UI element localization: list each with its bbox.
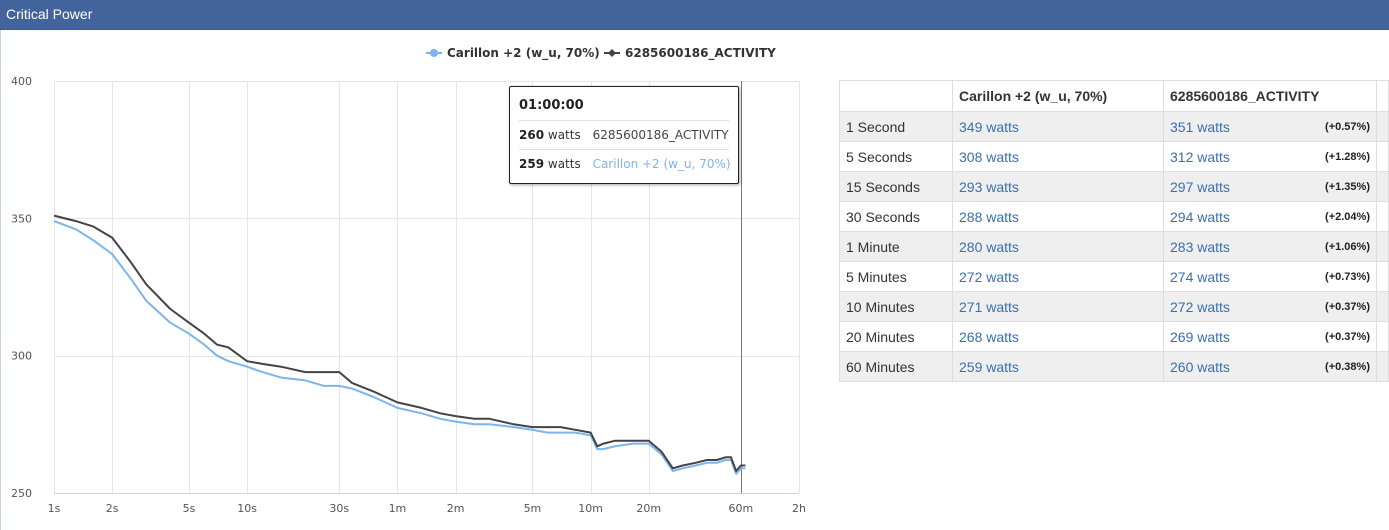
percent-diff: (+1.06%) bbox=[1325, 241, 1370, 253]
duration-label: 15 Seconds bbox=[839, 171, 953, 202]
x-tick-label: 5m bbox=[524, 502, 542, 515]
carillon-watts-link[interactable]: 280 watts bbox=[959, 238, 1019, 255]
table-header-activity: 6285600186_ACTIVITY bbox=[1163, 80, 1377, 112]
x-tick-label: 60m bbox=[729, 502, 754, 515]
y-tick-label: 250 bbox=[11, 487, 32, 500]
x-tick-label: 2h bbox=[792, 502, 806, 515]
percent-diff: (+0.73%) bbox=[1325, 271, 1370, 283]
carillon-watts-link[interactable]: 308 watts bbox=[959, 148, 1019, 165]
table-row: 60 Minutes 259 watts 260 watts (+0.38%) bbox=[839, 351, 1389, 382]
x-tick-label: 2m bbox=[447, 502, 465, 515]
percent-diff: (+0.38%) bbox=[1325, 361, 1370, 373]
duration-label: 5 Minutes bbox=[839, 261, 953, 292]
activity-watts-link[interactable]: 274 watts bbox=[1170, 268, 1230, 285]
y-tick-label: 350 bbox=[11, 212, 32, 225]
carillon-watts-link[interactable]: 293 watts bbox=[959, 178, 1019, 195]
critical-power-table: Carillon +2 (w_u, 70%) 6285600186_ACTIVI… bbox=[839, 80, 1389, 382]
percent-diff: (+0.37%) bbox=[1325, 301, 1370, 313]
tooltip-value: 260 bbox=[519, 128, 545, 142]
panel-title: Critical Power bbox=[6, 6, 93, 22]
duration-label: 10 Minutes bbox=[839, 291, 953, 322]
activity-watts-link[interactable]: 297 watts bbox=[1170, 178, 1230, 195]
table-row: 10 Minutes 271 watts 272 watts (+0.37%) bbox=[839, 291, 1389, 322]
carillon-watts-link[interactable]: 272 watts bbox=[959, 268, 1019, 285]
x-tick-label: 1m bbox=[389, 502, 407, 515]
x-tick-label: 20m bbox=[636, 502, 661, 515]
activity-watts-link[interactable]: 312 watts bbox=[1170, 148, 1230, 165]
percent-diff: (+1.35%) bbox=[1325, 181, 1370, 193]
legend-marker-diamond bbox=[608, 49, 616, 57]
duration-label: 1 Minute bbox=[839, 231, 953, 262]
table-row: 5 Seconds 308 watts 312 watts (+1.28%) bbox=[839, 141, 1389, 172]
tooltip-series-name: 6285600186_ACTIVITY bbox=[592, 128, 729, 142]
activity-watts-link[interactable]: 294 watts bbox=[1170, 208, 1230, 225]
table-row: 20 Minutes 268 watts 269 watts (+0.37%) bbox=[839, 321, 1389, 352]
panel-left-border bbox=[0, 30, 1, 530]
activity-watts-link[interactable]: 283 watts bbox=[1170, 238, 1230, 255]
table-row: 30 Seconds 288 watts 294 watts (+2.04%) bbox=[839, 201, 1389, 232]
x-tick-label: 10m bbox=[578, 502, 603, 515]
percent-diff: (+0.57%) bbox=[1325, 121, 1370, 133]
tooltip-unit: watts bbox=[547, 157, 581, 171]
percent-diff: (+2.04%) bbox=[1325, 211, 1370, 223]
x-tick-label: 2s bbox=[106, 502, 119, 515]
panel-header: Critical Power bbox=[0, 0, 1389, 30]
tooltip-row-activity: 260 watts 6285600186_ACTIVITY bbox=[519, 121, 729, 150]
table-header-extra bbox=[1376, 80, 1389, 112]
duration-label: 30 Seconds bbox=[839, 201, 953, 232]
tooltip-value: 259 bbox=[519, 157, 545, 171]
carillon-watts-link[interactable]: 259 watts bbox=[959, 358, 1019, 375]
x-tick-label: 10s bbox=[237, 502, 257, 515]
duration-label: 60 Minutes bbox=[839, 351, 953, 382]
y-tick-label: 400 bbox=[11, 75, 32, 88]
duration-label: 20 Minutes bbox=[839, 321, 953, 352]
table-header-carillon: Carillon +2 (w_u, 70%) bbox=[952, 80, 1164, 112]
table-row: 15 Seconds 293 watts 297 watts (+1.35%) bbox=[839, 171, 1389, 202]
tooltip-unit: watts bbox=[547, 128, 581, 142]
legend-item-label: 6285600186_ACTIVITY bbox=[625, 46, 776, 61]
x-tick-label: 5s bbox=[183, 502, 196, 515]
tooltip-row-carillon: 259 watts Carillon +2 (w_u, 70%) bbox=[519, 150, 731, 178]
legend-marker-circle bbox=[430, 49, 438, 57]
carillon-watts-link[interactable]: 288 watts bbox=[959, 208, 1019, 225]
series-line bbox=[53, 214, 746, 472]
carillon-watts-link[interactable]: 271 watts bbox=[959, 298, 1019, 315]
activity-watts-link[interactable]: 260 watts bbox=[1170, 358, 1230, 375]
table-header-row: Carillon +2 (w_u, 70%) 6285600186_ACTIVI… bbox=[839, 80, 1389, 112]
series-line bbox=[53, 220, 746, 475]
tooltip-series-name: Carillon +2 (w_u, 70%) bbox=[592, 157, 731, 171]
y-tick-label: 300 bbox=[11, 350, 32, 363]
activity-watts-link[interactable]: 272 watts bbox=[1170, 298, 1230, 315]
duration-label: 5 Seconds bbox=[839, 141, 953, 172]
chart-tooltip: 01:00:00 260 watts 6285600186_ACTIVITY 2… bbox=[509, 86, 739, 184]
x-tick-label: 1s bbox=[48, 502, 61, 515]
legend-item-label: Carillon +2 (w_u, 70%) bbox=[447, 46, 600, 61]
x-tick-label: 30s bbox=[329, 502, 349, 515]
duration-label: 1 Second bbox=[839, 111, 953, 142]
tooltip-time: 01:00:00 bbox=[519, 87, 729, 121]
activity-watts-link[interactable]: 269 watts bbox=[1170, 328, 1230, 345]
table-row: 5 Minutes 272 watts 274 watts (+0.73%) bbox=[839, 261, 1389, 292]
carillon-watts-link[interactable]: 349 watts bbox=[959, 118, 1019, 135]
table-header-blank bbox=[839, 80, 953, 112]
carillon-watts-link[interactable]: 268 watts bbox=[959, 328, 1019, 345]
table-row: 1 Minute 280 watts 283 watts (+1.06%) bbox=[839, 231, 1389, 262]
chart-legend: Carillon +2 (w_u, 70%) 6285600186_ACTIVIT… bbox=[426, 46, 776, 61]
activity-watts-link[interactable]: 351 watts bbox=[1170, 118, 1230, 135]
percent-diff: (+0.37%) bbox=[1325, 331, 1370, 343]
percent-diff: (+1.28%) bbox=[1325, 151, 1370, 163]
table-row: 1 Second 349 watts 351 watts (+0.57%) bbox=[839, 111, 1389, 142]
